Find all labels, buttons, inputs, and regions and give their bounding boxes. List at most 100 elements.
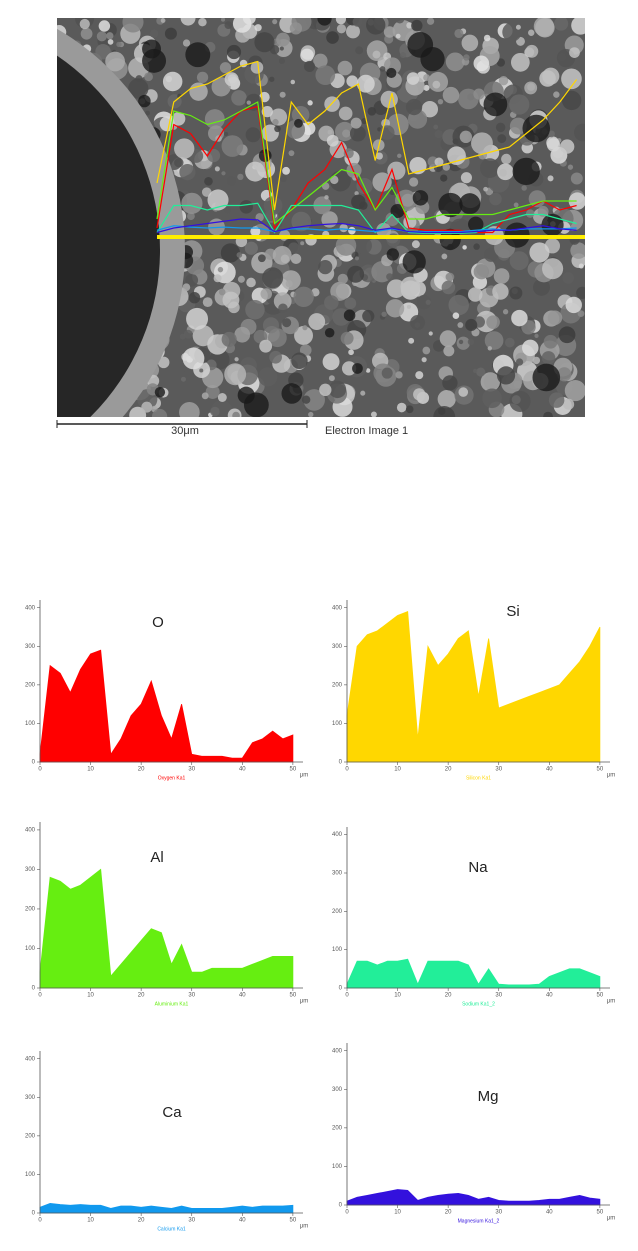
particle <box>202 297 213 308</box>
particle <box>541 351 556 365</box>
x-tick-label: 10 <box>394 993 401 999</box>
particle <box>439 330 457 347</box>
particle <box>443 345 455 357</box>
particle <box>457 322 464 328</box>
particle <box>442 86 460 104</box>
particle <box>367 107 377 116</box>
particle <box>434 157 444 167</box>
particle <box>269 350 282 364</box>
particle <box>562 90 582 111</box>
particle <box>554 18 569 31</box>
particle <box>303 60 316 72</box>
particle <box>98 20 111 32</box>
pore <box>154 386 166 398</box>
particle <box>263 196 283 215</box>
particle <box>546 138 561 152</box>
particle <box>278 303 288 314</box>
particle <box>460 172 472 184</box>
pore <box>402 250 426 274</box>
pore <box>412 190 429 206</box>
particle <box>365 368 371 373</box>
y-tick-label: 400 <box>25 605 36 611</box>
particle <box>567 164 574 170</box>
scale-label: 30μm <box>171 425 199 437</box>
particle <box>231 90 247 106</box>
particle <box>205 384 220 399</box>
particle <box>321 182 330 190</box>
particle <box>348 226 356 235</box>
y-tick-label: 300 <box>25 867 36 873</box>
particle <box>354 191 359 196</box>
particle <box>440 174 448 182</box>
x-tick-label: 30 <box>495 1210 502 1216</box>
particle <box>245 300 265 320</box>
particle <box>441 253 448 260</box>
pore <box>386 67 397 78</box>
pore <box>142 39 162 59</box>
particle <box>360 390 366 396</box>
particle <box>337 273 348 284</box>
particle <box>261 106 273 118</box>
particle <box>578 263 584 269</box>
particle <box>187 212 195 221</box>
x-tick-label: 0 <box>345 767 349 773</box>
particle <box>326 31 339 44</box>
y-tick-label: 300 <box>332 871 343 877</box>
particle <box>335 235 357 256</box>
particle <box>471 132 493 155</box>
particle <box>473 264 489 280</box>
particle <box>149 29 159 38</box>
particle <box>354 237 372 255</box>
particle <box>337 60 353 76</box>
x-tick-label: 30 <box>188 767 195 773</box>
pore <box>468 216 484 232</box>
particle <box>441 280 456 295</box>
particle <box>395 371 403 379</box>
particle <box>322 353 340 371</box>
particle <box>456 336 470 350</box>
particle <box>349 125 366 142</box>
particle <box>438 407 446 416</box>
particle <box>355 46 364 55</box>
particle <box>198 18 207 27</box>
chart-title: Al <box>150 849 163 866</box>
particle <box>571 18 585 35</box>
particle <box>569 47 580 58</box>
particle <box>496 366 516 385</box>
particle <box>423 74 431 82</box>
chart-title: Ca <box>162 1104 182 1121</box>
x-tick-label: 0 <box>345 993 349 999</box>
profile-area <box>39 868 294 989</box>
scan-line <box>156 218 577 234</box>
particle <box>372 172 392 192</box>
particle <box>259 339 273 353</box>
particle <box>290 79 296 85</box>
particle <box>542 67 560 85</box>
particle <box>395 18 405 24</box>
y-tick-label: 400 <box>332 605 343 611</box>
particle <box>387 161 406 180</box>
pore <box>343 309 356 322</box>
y-tick-label: 0 <box>32 986 36 992</box>
particle <box>452 312 460 320</box>
particle <box>196 71 209 84</box>
particle <box>237 173 244 181</box>
particle <box>528 29 535 36</box>
y-tick-label: 100 <box>332 721 343 727</box>
particle <box>489 192 502 206</box>
particle <box>244 241 258 255</box>
particle <box>214 166 220 172</box>
particle <box>171 370 189 388</box>
particle <box>210 406 220 417</box>
particle <box>122 18 144 33</box>
particle <box>254 32 275 53</box>
particle <box>557 367 572 382</box>
y-tick-label: 0 <box>32 1211 36 1217</box>
profile-area <box>346 958 601 989</box>
x-tick-label: 0 <box>38 1218 42 1224</box>
pore <box>317 18 332 26</box>
particle <box>347 265 365 283</box>
particle <box>484 331 504 350</box>
particle <box>421 357 427 363</box>
